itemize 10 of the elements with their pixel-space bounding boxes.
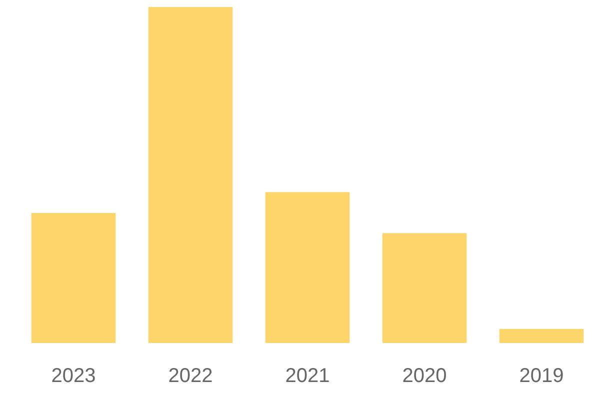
bar <box>265 192 350 343</box>
x-tick-label: 2019 <box>519 365 564 388</box>
bar <box>31 212 116 343</box>
x-tick-label: 2022 <box>168 365 213 388</box>
bar <box>382 233 467 343</box>
bar <box>499 328 584 343</box>
x-tick-label: 2021 <box>285 365 330 388</box>
bar <box>148 7 233 343</box>
x-tick-label: 2020 <box>402 365 447 388</box>
x-tick-label: 2023 <box>51 365 96 388</box>
